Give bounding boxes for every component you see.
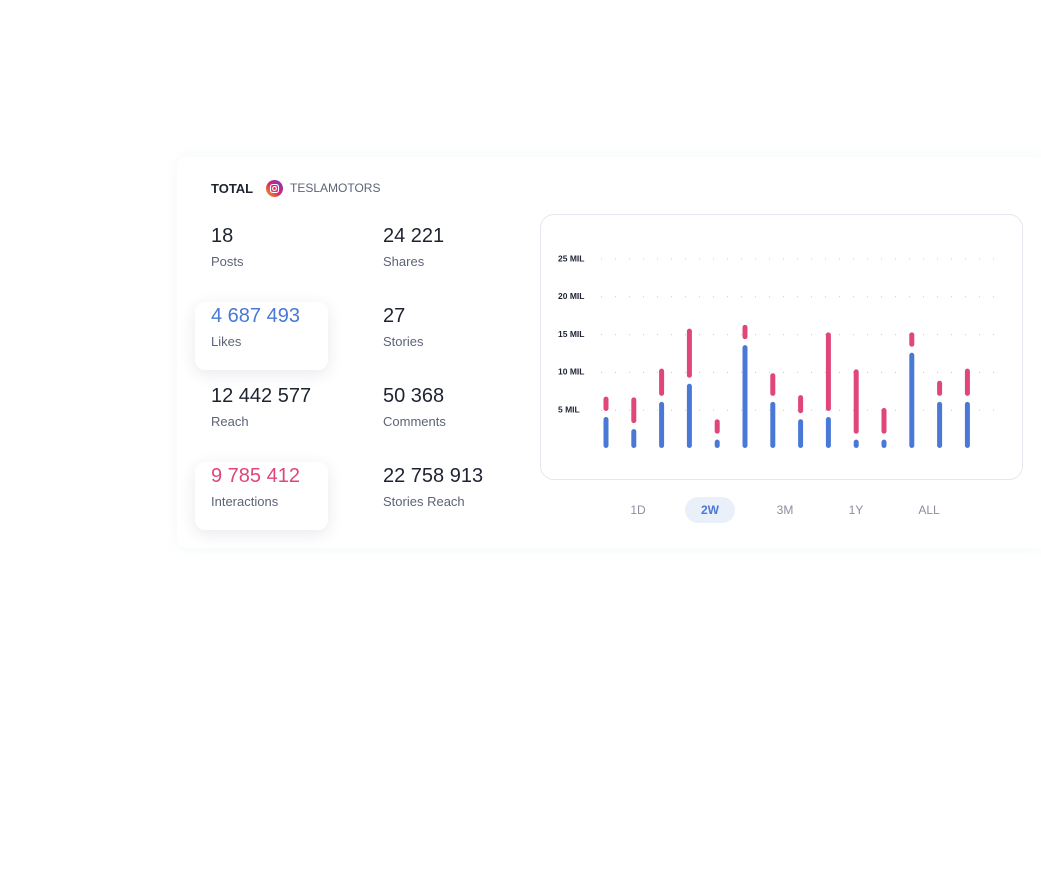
stat-value: 4 687 493 [211,305,300,327]
stat-label: Interactions [211,494,279,509]
bar-segment [853,439,859,448]
bar-segment [770,373,776,396]
bar-segment [909,352,915,448]
y-tick-label: 25 MIL [558,253,584,263]
stat-label: Reach [211,414,249,429]
bar-segment [964,368,970,396]
stat-value: 24 221 [383,225,445,247]
bar-segment [659,368,665,396]
stat-highlight [195,462,328,530]
account-name: TESLAMOTORS [290,181,381,195]
range-button[interactable]: 1Y [848,503,864,517]
bar-segment [714,439,720,448]
stat-label: Stories Reach [383,494,465,509]
bar-segment [686,383,692,448]
y-tick-label: 5 MIL [558,404,580,414]
bar-segment [937,401,943,448]
bar-segment [909,332,915,347]
bar-segment [659,401,665,448]
stat-label: Shares [383,254,425,269]
stat-label: Posts [211,254,244,269]
stat-value: 50 368 [383,385,445,407]
bar-segment [798,395,804,414]
bar-segment [714,419,720,434]
stat-value: 9 785 412 [211,465,300,487]
stat-value: 12 442 577 [211,385,312,407]
chart-panel: 5 MIL 10 MIL 15 MIL 20 MIL 25 MIL [540,214,1023,480]
range-button[interactable]: 3M [776,503,794,517]
bar-segment [853,369,859,434]
instagram-icon [266,180,283,197]
range-button[interactable]: 2W [685,497,735,523]
bar-segment [631,397,637,424]
bar-segment [825,417,831,448]
stat-label: Comments [383,414,446,429]
bar-segment [686,328,692,378]
stat-label: Stories [383,334,424,349]
stat-value: 22 758 913 [383,465,484,487]
stat-label: Likes [211,334,242,349]
bar-segment [825,332,831,412]
y-tick-label: 20 MIL [558,291,584,301]
stat-value: 27 [383,305,406,327]
title: TOTAL [211,181,254,196]
bar-segment [798,419,804,448]
bar-segment [964,401,970,448]
bar-segment [881,439,887,448]
bar-segment [742,345,748,448]
bar-segment [603,396,609,412]
bar-segment [742,324,748,340]
stat-value: 18 [211,225,234,247]
bar-segment [937,380,943,396]
bar-segment [631,429,637,448]
bar-segment [603,417,609,448]
range-button[interactable]: ALL [918,503,940,517]
y-tick-label: 15 MIL [558,329,584,339]
stat-highlight [195,302,328,370]
bar-segment [881,407,887,434]
bar-segment [770,401,776,448]
y-tick-label: 10 MIL [558,367,584,377]
range-button[interactable]: 1D [630,503,646,517]
chart: 5 MIL 10 MIL 15 MIL 20 MIL 25 MIL [558,253,996,448]
